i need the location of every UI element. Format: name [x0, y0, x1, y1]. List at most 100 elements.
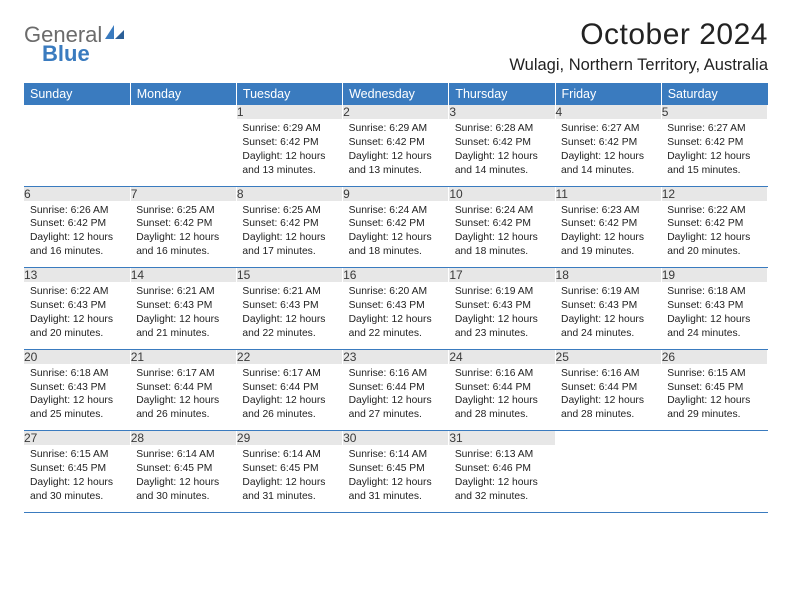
day-details: Sunrise: 6:14 AMSunset: 6:45 PMDaylight:… — [136, 448, 230, 504]
sunrise-line: Sunrise: 6:25 AM — [136, 204, 230, 218]
sunset-line: Sunset: 6:43 PM — [136, 299, 230, 313]
day-details: Sunrise: 6:25 AMSunset: 6:42 PMDaylight:… — [242, 204, 336, 260]
day-cell: Sunrise: 6:14 AMSunset: 6:45 PMDaylight:… — [343, 445, 449, 512]
day-number — [555, 431, 661, 446]
day-number: 31 — [449, 431, 555, 446]
sunrise-line: Sunrise: 6:23 AM — [561, 204, 655, 218]
header: General Blue October 2024 Wulagi, Northe… — [24, 18, 768, 75]
day-number: 12 — [661, 186, 767, 201]
sunset-line: Sunset: 6:45 PM — [136, 462, 230, 476]
daylight-line: Daylight: 12 hours and 23 minutes. — [455, 313, 549, 341]
day-cell — [555, 445, 661, 512]
sunrise-line: Sunrise: 6:28 AM — [455, 122, 549, 136]
day-number: 21 — [130, 349, 236, 364]
logo: General Blue — [24, 18, 126, 70]
week-daynum-row: 2728293031 — [24, 431, 768, 446]
day-cell: Sunrise: 6:15 AMSunset: 6:45 PMDaylight:… — [24, 445, 130, 512]
day-number: 18 — [555, 268, 661, 283]
daylight-line: Daylight: 12 hours and 21 minutes. — [136, 313, 230, 341]
day-details: Sunrise: 6:16 AMSunset: 6:44 PMDaylight:… — [349, 367, 443, 423]
daylight-line: Daylight: 12 hours and 13 minutes. — [242, 150, 336, 178]
day-number: 2 — [343, 105, 449, 119]
sunrise-line: Sunrise: 6:17 AM — [136, 367, 230, 381]
day-cell — [130, 119, 236, 186]
sunset-line: Sunset: 6:42 PM — [561, 217, 655, 231]
day-details: Sunrise: 6:23 AMSunset: 6:42 PMDaylight:… — [561, 204, 655, 260]
day-details: Sunrise: 6:27 AMSunset: 6:42 PMDaylight:… — [561, 122, 655, 178]
week-daynum-row: 12345 — [24, 105, 768, 119]
day-number: 7 — [130, 186, 236, 201]
day-details: Sunrise: 6:28 AMSunset: 6:42 PMDaylight:… — [455, 122, 549, 178]
sunset-line: Sunset: 6:44 PM — [136, 381, 230, 395]
day-number: 10 — [449, 186, 555, 201]
sunrise-line: Sunrise: 6:17 AM — [242, 367, 336, 381]
sunset-line: Sunset: 6:45 PM — [242, 462, 336, 476]
day-number: 17 — [449, 268, 555, 283]
day-details: Sunrise: 6:15 AMSunset: 6:45 PMDaylight:… — [30, 448, 124, 504]
day-cell: Sunrise: 6:18 AMSunset: 6:43 PMDaylight:… — [24, 364, 130, 431]
day-details: Sunrise: 6:19 AMSunset: 6:43 PMDaylight:… — [561, 285, 655, 341]
day-cell: Sunrise: 6:26 AMSunset: 6:42 PMDaylight:… — [24, 201, 130, 268]
day-header: Sunday — [24, 83, 130, 105]
sunrise-line: Sunrise: 6:16 AM — [349, 367, 443, 381]
day-number: 5 — [661, 105, 767, 119]
sunset-line: Sunset: 6:43 PM — [242, 299, 336, 313]
day-number: 16 — [343, 268, 449, 283]
day-number: 13 — [24, 268, 130, 283]
day-cell: Sunrise: 6:16 AMSunset: 6:44 PMDaylight:… — [555, 364, 661, 431]
daylight-line: Daylight: 12 hours and 31 minutes. — [349, 476, 443, 504]
day-cell: Sunrise: 6:21 AMSunset: 6:43 PMDaylight:… — [236, 282, 342, 349]
daylight-line: Daylight: 12 hours and 28 minutes. — [561, 394, 655, 422]
sunrise-line: Sunrise: 6:14 AM — [242, 448, 336, 462]
sunrise-line: Sunrise: 6:26 AM — [30, 204, 124, 218]
sunrise-line: Sunrise: 6:27 AM — [667, 122, 761, 136]
sunrise-line: Sunrise: 6:15 AM — [667, 367, 761, 381]
logo-sail-icon — [104, 24, 126, 47]
sunset-line: Sunset: 6:42 PM — [30, 217, 124, 231]
daylight-line: Daylight: 12 hours and 20 minutes. — [30, 313, 124, 341]
sunrise-line: Sunrise: 6:25 AM — [242, 204, 336, 218]
daylight-line: Daylight: 12 hours and 22 minutes. — [349, 313, 443, 341]
day-cell: Sunrise: 6:14 AMSunset: 6:45 PMDaylight:… — [236, 445, 342, 512]
day-number: 30 — [343, 431, 449, 446]
day-cell: Sunrise: 6:15 AMSunset: 6:45 PMDaylight:… — [661, 364, 767, 431]
sunrise-line: Sunrise: 6:18 AM — [667, 285, 761, 299]
sunrise-line: Sunrise: 6:14 AM — [136, 448, 230, 462]
sunset-line: Sunset: 6:46 PM — [455, 462, 549, 476]
day-cell: Sunrise: 6:13 AMSunset: 6:46 PMDaylight:… — [449, 445, 555, 512]
daylight-line: Daylight: 12 hours and 29 minutes. — [667, 394, 761, 422]
day-details: Sunrise: 6:13 AMSunset: 6:46 PMDaylight:… — [455, 448, 549, 504]
day-details: Sunrise: 6:29 AMSunset: 6:42 PMDaylight:… — [349, 122, 443, 178]
day-cell: Sunrise: 6:29 AMSunset: 6:42 PMDaylight:… — [236, 119, 342, 186]
day-number: 29 — [236, 431, 342, 446]
sunset-line: Sunset: 6:43 PM — [455, 299, 549, 313]
sunset-line: Sunset: 6:44 PM — [455, 381, 549, 395]
day-details: Sunrise: 6:22 AMSunset: 6:43 PMDaylight:… — [30, 285, 124, 341]
day-details: Sunrise: 6:24 AMSunset: 6:42 PMDaylight:… — [349, 204, 443, 260]
day-details: Sunrise: 6:20 AMSunset: 6:43 PMDaylight:… — [349, 285, 443, 341]
calendar-title: October 2024 — [509, 18, 768, 52]
day-details: Sunrise: 6:21 AMSunset: 6:43 PMDaylight:… — [242, 285, 336, 341]
daylight-line: Daylight: 12 hours and 16 minutes. — [136, 231, 230, 259]
day-cell: Sunrise: 6:19 AMSunset: 6:43 PMDaylight:… — [449, 282, 555, 349]
sunset-line: Sunset: 6:42 PM — [242, 136, 336, 150]
sunrise-line: Sunrise: 6:24 AM — [349, 204, 443, 218]
sunrise-line: Sunrise: 6:22 AM — [667, 204, 761, 218]
daylight-line: Daylight: 12 hours and 17 minutes. — [242, 231, 336, 259]
week-body-row: Sunrise: 6:15 AMSunset: 6:45 PMDaylight:… — [24, 445, 768, 512]
day-number: 1 — [236, 105, 342, 119]
day-details: Sunrise: 6:18 AMSunset: 6:43 PMDaylight:… — [30, 367, 124, 423]
day-header: Tuesday — [236, 83, 342, 105]
day-number: 25 — [555, 349, 661, 364]
day-details: Sunrise: 6:17 AMSunset: 6:44 PMDaylight:… — [242, 367, 336, 423]
sunrise-line: Sunrise: 6:24 AM — [455, 204, 549, 218]
day-header: Wednesday — [343, 83, 449, 105]
day-cell — [661, 445, 767, 512]
sunset-line: Sunset: 6:42 PM — [455, 217, 549, 231]
day-details: Sunrise: 6:19 AMSunset: 6:43 PMDaylight:… — [455, 285, 549, 341]
day-number: 3 — [449, 105, 555, 119]
sunset-line: Sunset: 6:42 PM — [349, 136, 443, 150]
week-daynum-row: 13141516171819 — [24, 268, 768, 283]
sunset-line: Sunset: 6:44 PM — [242, 381, 336, 395]
day-details: Sunrise: 6:14 AMSunset: 6:45 PMDaylight:… — [242, 448, 336, 504]
